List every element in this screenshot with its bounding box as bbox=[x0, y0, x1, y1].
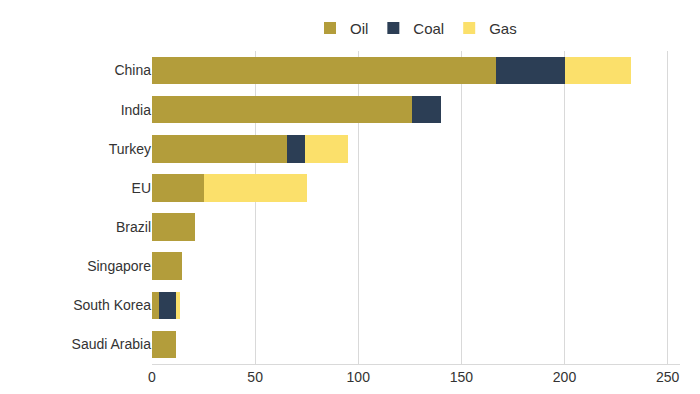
svg-text:250: 250 bbox=[656, 369, 680, 385]
svg-text:200: 200 bbox=[553, 369, 577, 385]
svg-text:Saudi Arabia: Saudi Arabia bbox=[72, 336, 152, 352]
svg-text:50: 50 bbox=[247, 369, 263, 385]
svg-text:0: 0 bbox=[148, 369, 156, 385]
svg-text:150: 150 bbox=[450, 369, 474, 385]
svg-text:100: 100 bbox=[347, 369, 371, 385]
svg-text:Coal: Coal bbox=[413, 20, 444, 37]
svg-text:Gas: Gas bbox=[489, 20, 517, 37]
svg-text:Turkey: Turkey bbox=[109, 141, 151, 157]
svg-text:India: India bbox=[121, 102, 152, 118]
svg-text:China: China bbox=[114, 62, 151, 78]
svg-text:Singapore: Singapore bbox=[87, 258, 151, 274]
svg-text:South Korea: South Korea bbox=[73, 297, 151, 313]
svg-text:Oil: Oil bbox=[350, 20, 368, 37]
svg-text:EU: EU bbox=[132, 180, 151, 196]
svg-text:Brazil: Brazil bbox=[116, 219, 151, 235]
